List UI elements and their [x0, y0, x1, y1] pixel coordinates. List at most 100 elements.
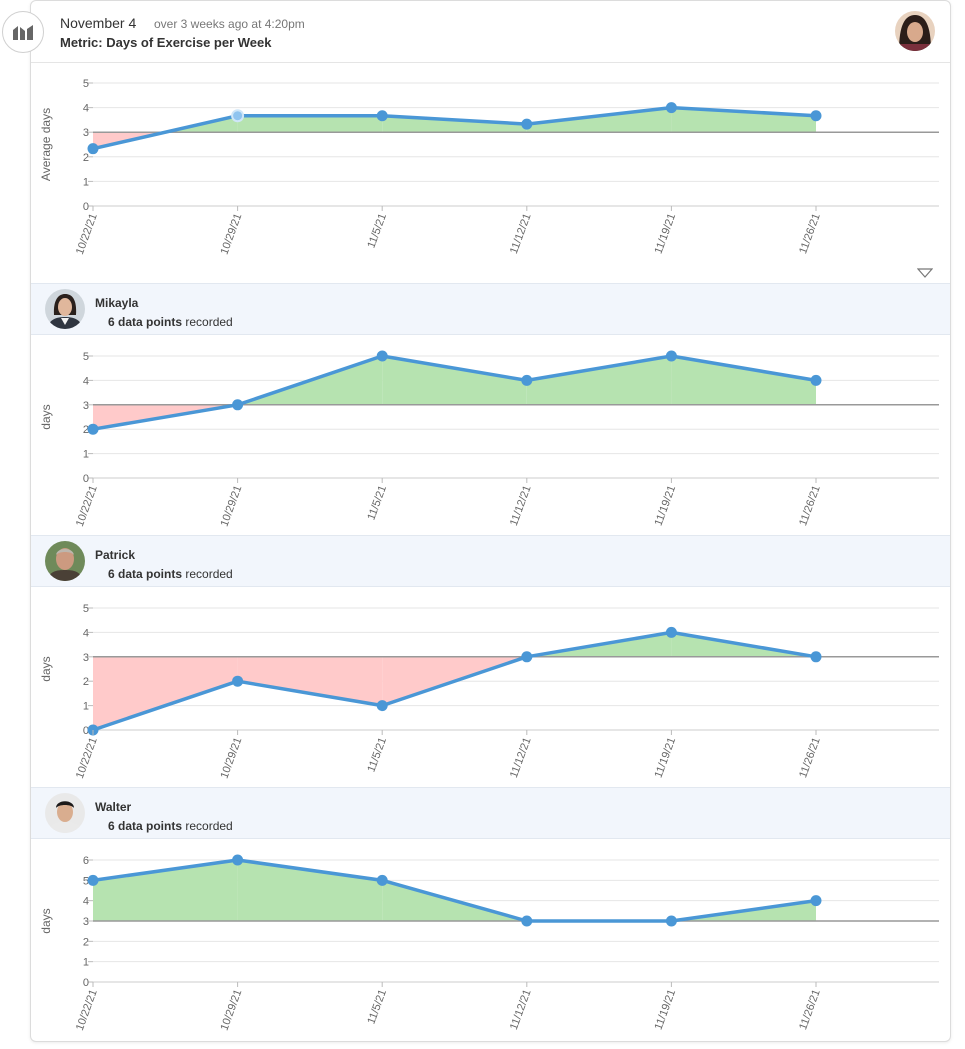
x-tick-label: 10/29/21: [218, 484, 244, 528]
avatar[interactable]: [45, 793, 85, 833]
x-tick-label: 11/26/21: [797, 484, 823, 528]
collapse-triangle-icon[interactable]: [917, 267, 933, 279]
avatar[interactable]: [45, 541, 85, 581]
y-axis-label: days: [39, 656, 53, 681]
y-tick-label: 4: [83, 375, 89, 387]
area-below-target: [93, 656, 238, 730]
y-tick-label: 5: [83, 78, 89, 90]
person-name: Mikayla: [95, 296, 139, 310]
series-line: [92, 858, 817, 923]
metric-chart-icon: [2, 11, 44, 53]
x-tick-label: 11/12/21: [508, 212, 534, 256]
data-point: [810, 895, 822, 907]
series-line: [92, 354, 817, 431]
data-points-count: 6 data points: [108, 315, 183, 329]
data-point: [521, 118, 533, 130]
card-header: November 4 over 3 weeks ago at 4:20pm Me…: [31, 1, 950, 63]
x-tick-label: 11/5/21: [365, 212, 389, 250]
x-tick-label: 11/19/21: [653, 988, 679, 1032]
data-point: [232, 854, 244, 866]
person-name: Walter: [95, 800, 132, 814]
x-tick-label: 10/22/21: [74, 484, 100, 528]
data-point: [87, 423, 99, 435]
entry-relative-time: over 3 weeks ago at 4:20pm: [154, 17, 305, 31]
y-tick-label: 0: [83, 725, 89, 737]
data-point: [376, 350, 388, 362]
x-tick-label: 10/22/21: [74, 988, 100, 1032]
y-tick-label: 1: [83, 957, 89, 969]
metric-title: Metric: Days of Exercise per Week: [60, 35, 272, 50]
y-tick-label: 3: [83, 400, 89, 412]
author-avatar[interactable]: [895, 11, 935, 51]
data-point: [376, 700, 388, 712]
series-line: [92, 630, 817, 732]
y-tick-label: 2: [83, 152, 89, 164]
walter-chart: 6 5 4 3 2 1 0 days 10/22/21 10/29/21 11/5/21 11/12/…: [39, 854, 939, 1032]
y-tick-label: 4: [83, 627, 89, 639]
patrick-chart: 5 4 3 2 1 0 days 10/22/21 10/29/21 11/5/21 11/12/2…: [39, 603, 939, 780]
x-tick-label: 10/22/21: [74, 736, 100, 780]
area-above-target: [382, 356, 527, 405]
person-header-walter: Walter 6 data points recorded: [31, 787, 950, 839]
x-tick-label: 11/26/21: [797, 736, 823, 780]
data-points-suffix: recorded: [182, 819, 233, 833]
data-point: [231, 109, 245, 123]
y-tick-label: 1: [83, 176, 89, 188]
y-tick-label: 2: [83, 424, 89, 436]
data-points-count: 6 data points: [108, 567, 183, 581]
y-tick-label: 2: [83, 936, 89, 948]
data-points-summary: 6 data points recorded: [108, 315, 233, 329]
data-point: [521, 915, 533, 927]
y-axis-label: Average days: [39, 108, 53, 181]
data-point: [665, 915, 677, 927]
x-tick-label: 11/5/21: [365, 736, 389, 774]
series-line: [92, 105, 817, 151]
metric-card: November 4 over 3 weeks ago at 4:20pm Me…: [30, 0, 951, 1042]
data-point: [232, 675, 244, 687]
data-point: [232, 399, 244, 411]
data-points-summary: 6 data points recorded: [108, 819, 233, 833]
area-above-target: [237, 115, 383, 133]
x-tick-label: 10/22/21: [74, 212, 100, 256]
y-tick-label: 3: [83, 127, 89, 139]
y-tick-label: 5: [83, 603, 89, 615]
data-point: [810, 651, 822, 663]
person-header-mikayla: Mikayla 6 data points recorded: [31, 283, 950, 335]
x-tick-label: 11/12/21: [508, 988, 534, 1032]
y-tick-label: 0: [83, 977, 89, 989]
area-above-target: [526, 107, 672, 133]
y-tick-label: 0: [83, 473, 89, 485]
data-point: [665, 102, 677, 114]
x-tick-label: 11/12/21: [508, 484, 534, 528]
x-tick-label: 10/29/21: [218, 988, 244, 1032]
y-tick-label: 5: [83, 875, 89, 887]
x-tick-label: 11/5/21: [365, 484, 389, 522]
data-point: [87, 143, 99, 155]
data-point: [521, 374, 533, 386]
x-tick-label: 11/26/21: [797, 212, 823, 256]
avatar[interactable]: [45, 289, 85, 329]
data-point: [87, 874, 99, 886]
area-above-target: [382, 115, 527, 133]
entry-date: November 4: [60, 15, 137, 31]
data-point: [376, 874, 388, 886]
y-tick-label: 2: [83, 676, 89, 688]
area-above-target: [526, 356, 672, 405]
area-below-target: [237, 656, 383, 706]
mikayla-chart: 5 4 3 2 1 0 days 10/22/21 10/29/21 11/5/21 11/12/2…: [39, 350, 939, 528]
area-above-target: [671, 356, 816, 405]
x-tick-label: 11/26/21: [797, 988, 823, 1032]
data-point: [665, 350, 677, 362]
y-tick-label: 1: [83, 701, 89, 713]
x-tick-label: 11/19/21: [653, 212, 679, 256]
y-tick-label: 1: [83, 449, 89, 461]
y-axis-label: days: [39, 908, 53, 933]
data-point: [521, 651, 533, 663]
y-axis-label: days: [39, 404, 53, 429]
average-chart: 5 4 3 2 1 0 Average days 10/22/21 10/29/21 11/5/2…: [39, 78, 939, 256]
data-point: [665, 626, 677, 638]
area-above-target: [237, 356, 383, 405]
x-tick-label: 10/29/21: [218, 736, 244, 780]
data-point: [810, 374, 822, 386]
y-tick-label: 6: [83, 855, 89, 867]
